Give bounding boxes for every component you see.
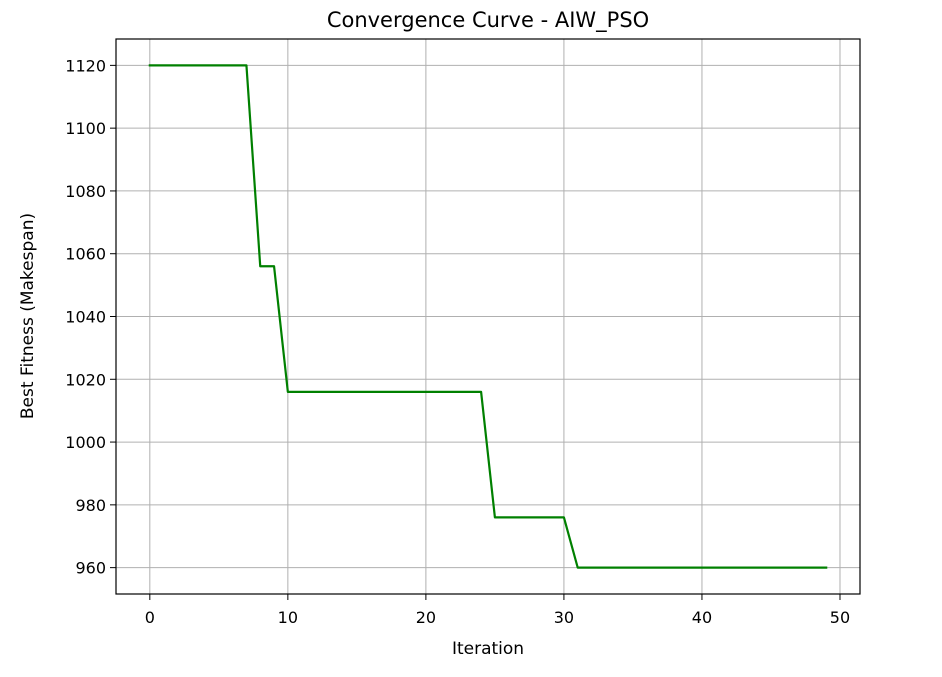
x-tick-label: 30 — [554, 608, 574, 627]
y-tick-label: 1000 — [65, 433, 106, 452]
x-axis: 0 10 20 30 40 50 — [145, 594, 850, 627]
y-tick-label: 1100 — [65, 119, 106, 138]
y-tick-label: 1040 — [65, 308, 106, 327]
y-tick-label: 960 — [75, 559, 106, 578]
grid — [116, 39, 860, 594]
x-tick-label: 40 — [692, 608, 712, 627]
y-tick-label: 980 — [75, 496, 106, 515]
y-tick-label: 1080 — [65, 182, 106, 201]
y-axis: 960 980 1000 1020 1040 1060 1080 1100 1120 — [65, 56, 116, 578]
x-tick-label: 20 — [416, 608, 436, 627]
y-tick-label: 1060 — [65, 245, 106, 264]
x-tick-label: 0 — [145, 608, 155, 627]
x-axis-label: Iteration — [452, 639, 524, 659]
y-axis-label: Best Fitness (Makespan) — [18, 213, 38, 419]
series-line — [148, 64, 828, 569]
series-layer — [148, 64, 828, 569]
x-tick-label: 50 — [830, 608, 850, 627]
y-tick-label: 1020 — [65, 370, 106, 389]
x-tick-label: 10 — [278, 608, 298, 627]
chart-title: Convergence Curve - AIW_PSO — [327, 8, 649, 33]
y-tick-label: 1120 — [65, 56, 106, 75]
